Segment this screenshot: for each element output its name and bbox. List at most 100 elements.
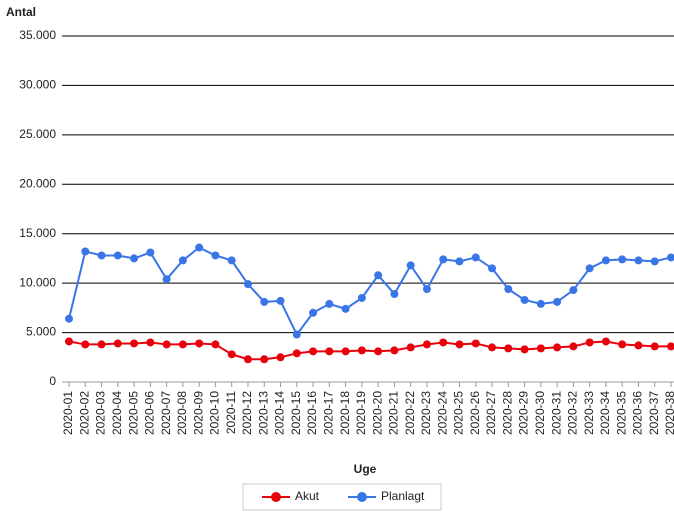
point xyxy=(146,338,155,347)
x-tick-label: 2020-35 xyxy=(614,391,628,435)
y-axis-title: Antal xyxy=(6,5,36,19)
point xyxy=(309,308,318,317)
point xyxy=(357,293,366,302)
x-tick-label: 2020-29 xyxy=(517,391,531,435)
point xyxy=(243,280,252,289)
point xyxy=(227,350,236,359)
point xyxy=(553,343,562,352)
point xyxy=(406,343,415,352)
x-tick-label: 2020-04 xyxy=(110,391,124,435)
x-tick-label: 2020-07 xyxy=(159,391,173,435)
point xyxy=(553,297,562,306)
point xyxy=(455,340,464,349)
point xyxy=(488,264,497,273)
x-tick-label: 2020-10 xyxy=(208,391,222,435)
series-line xyxy=(68,246,672,337)
point xyxy=(211,340,220,349)
point xyxy=(618,255,627,264)
x-tick-label: 2020-33 xyxy=(582,391,596,435)
point xyxy=(309,347,318,356)
legend-marker xyxy=(357,492,367,502)
point xyxy=(374,271,383,280)
point xyxy=(65,314,73,323)
point xyxy=(130,254,139,263)
y-tick-label: 20.000 xyxy=(19,176,56,190)
x-tick-label: 2020-16 xyxy=(305,391,319,435)
x-tick-label: 2020-18 xyxy=(338,391,352,435)
y-tick-label: 10.000 xyxy=(19,275,56,289)
point xyxy=(455,257,464,266)
point xyxy=(130,339,139,348)
point xyxy=(113,339,122,348)
point xyxy=(406,261,415,270)
point xyxy=(260,297,269,306)
point xyxy=(634,341,643,350)
point xyxy=(650,257,659,266)
point xyxy=(81,247,90,256)
legend-label: Planlagt xyxy=(381,489,425,503)
point xyxy=(504,285,513,294)
x-tick-label: 2020-09 xyxy=(191,391,205,435)
point xyxy=(618,340,627,349)
point xyxy=(276,296,285,305)
x-tick-label: 2020-34 xyxy=(598,391,612,435)
point xyxy=(585,338,594,347)
point xyxy=(536,299,545,308)
x-tick-label: 2020-25 xyxy=(452,391,466,435)
x-tick-label: 2020-19 xyxy=(354,391,368,435)
point xyxy=(585,264,594,273)
legend-label: Akut xyxy=(295,489,320,503)
x-tick-label: 2020-27 xyxy=(484,391,498,435)
point xyxy=(178,256,187,265)
x-tick-label: 2020-22 xyxy=(403,391,417,435)
point xyxy=(292,349,301,358)
point xyxy=(439,255,448,264)
x-tick-label: 2020-06 xyxy=(143,391,157,435)
point xyxy=(97,340,106,349)
x-tick-label: 2020-21 xyxy=(387,391,401,435)
legend-box xyxy=(242,483,442,511)
point xyxy=(374,347,383,356)
y-tick-label: 25.000 xyxy=(19,127,56,141)
y-tick-label: 0 xyxy=(49,374,56,388)
point xyxy=(195,339,204,348)
x-tick-label: 2020-12 xyxy=(240,391,254,435)
x-tick-label: 2020-17 xyxy=(321,391,335,435)
x-tick-label: 2020-01 xyxy=(61,391,75,435)
x-tick-label: 2020-15 xyxy=(289,391,303,435)
point xyxy=(81,340,90,349)
point xyxy=(195,243,204,252)
point xyxy=(569,342,578,351)
point xyxy=(569,286,578,295)
point xyxy=(113,251,122,260)
point xyxy=(634,256,643,265)
point xyxy=(504,344,513,353)
x-tick-label: 2020-32 xyxy=(566,391,580,435)
point xyxy=(178,340,187,349)
x-tick-label: 2020-20 xyxy=(370,391,384,435)
point xyxy=(227,256,236,265)
point xyxy=(260,355,269,364)
x-tick-label: 2020-24 xyxy=(435,391,449,435)
point xyxy=(97,251,106,260)
x-tick-label: 2020-02 xyxy=(77,391,91,435)
point xyxy=(601,256,610,265)
point xyxy=(341,304,350,313)
x-tick-label: 2020-31 xyxy=(549,391,563,435)
point xyxy=(439,338,448,347)
point xyxy=(471,339,480,348)
x-tick-label: 2020-36 xyxy=(631,391,645,435)
y-tick-label: 5.000 xyxy=(26,325,56,339)
x-tick-label: 2020-26 xyxy=(468,391,482,435)
point xyxy=(276,353,285,362)
point xyxy=(211,251,220,260)
point xyxy=(601,337,610,346)
x-tick-label: 2020-05 xyxy=(126,391,140,435)
x-tick-label: 2020-11 xyxy=(224,391,238,434)
y-tick-label: 35.000 xyxy=(19,28,56,42)
point xyxy=(520,295,529,304)
point xyxy=(341,347,350,356)
x-tick-label: 2020-28 xyxy=(500,391,514,435)
point xyxy=(325,347,334,356)
point xyxy=(325,299,334,308)
